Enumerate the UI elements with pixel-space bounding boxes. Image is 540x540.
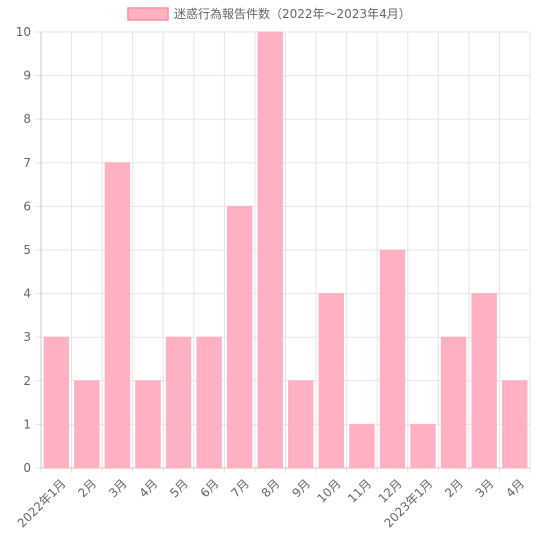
- x-tick-label: 3月: [106, 476, 130, 500]
- bar[interactable]: [349, 423, 375, 469]
- y-tick-label: 0: [23, 461, 31, 475]
- bar[interactable]: [440, 336, 467, 469]
- y-tick-label: 6: [23, 199, 31, 213]
- bar[interactable]: [318, 293, 345, 469]
- x-tick-label: 11月: [345, 476, 374, 505]
- x-tick-label: 7月: [228, 476, 252, 500]
- x-tick-label: 5月: [167, 476, 191, 500]
- legend[interactable]: 迷惑行為報告件数（2022年～2023年4月）: [127, 6, 411, 21]
- y-axis: 0 1 2 3 4 5 6 7 8 9 10: [16, 25, 31, 475]
- legend-swatch: [127, 7, 169, 21]
- bar[interactable]: [288, 380, 314, 469]
- bar[interactable]: [257, 31, 283, 469]
- bar[interactable]: [74, 380, 100, 469]
- y-tick-label: 10: [16, 25, 31, 39]
- y-tick-label: 5: [23, 243, 31, 257]
- y-tick-label: 3: [23, 330, 31, 344]
- y-tick-label: 7: [23, 156, 31, 170]
- x-tick-label: 3月: [473, 476, 497, 500]
- x-tick-label: 9月: [289, 476, 313, 500]
- x-tick-label: 6月: [198, 476, 222, 500]
- bars: [43, 31, 528, 469]
- x-tick-label: 10月: [314, 476, 343, 505]
- x-tick-label: 8月: [259, 476, 283, 500]
- bar[interactable]: [165, 336, 192, 469]
- y-tick-label: 9: [23, 69, 31, 83]
- bar[interactable]: [501, 380, 528, 469]
- x-tick-label: 4月: [503, 476, 527, 500]
- bar[interactable]: [226, 205, 253, 469]
- bar[interactable]: [196, 336, 222, 469]
- y-tick-label: 1: [23, 417, 31, 431]
- bar[interactable]: [379, 249, 406, 469]
- x-tick-label: 4月: [137, 476, 161, 500]
- x-tick-label: 2月: [442, 476, 466, 500]
- bar[interactable]: [471, 293, 497, 469]
- bar[interactable]: [410, 423, 436, 469]
- bar[interactable]: [43, 336, 70, 469]
- y-tick-label: 2: [23, 374, 31, 388]
- legend-label: 迷惑行為報告件数（2022年～2023年4月）: [174, 6, 411, 21]
- x-tick-label: 2月: [75, 476, 99, 500]
- bar[interactable]: [135, 380, 161, 469]
- bar[interactable]: [104, 162, 131, 469]
- x-tick-label: 2022年1月: [15, 476, 69, 530]
- y-tick-label: 4: [23, 287, 31, 301]
- y-tick-label: 8: [23, 112, 31, 126]
